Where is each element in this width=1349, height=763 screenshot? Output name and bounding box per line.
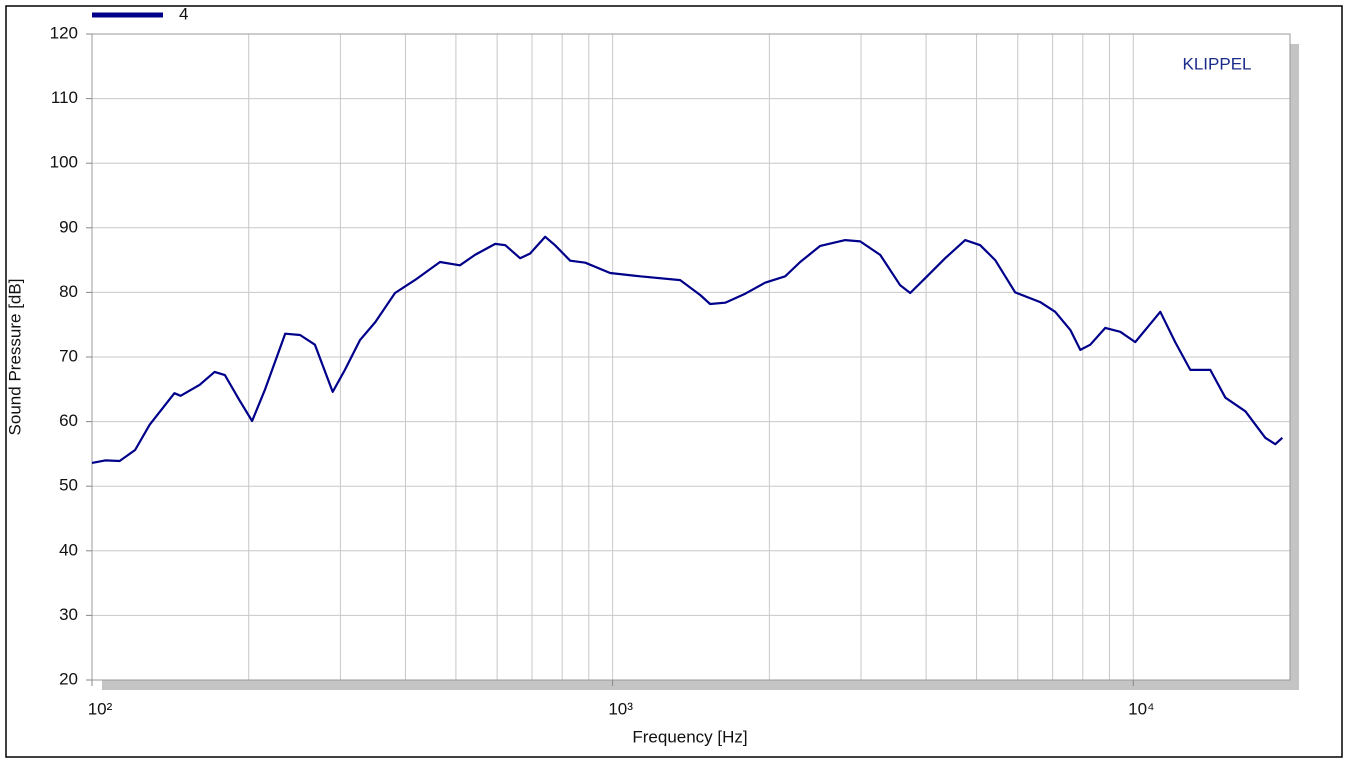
frame bbox=[5, 5, 1343, 758]
y-tick-label: 70 bbox=[59, 346, 78, 365]
y-tick-label: 100 bbox=[50, 153, 78, 172]
plot-shadow bbox=[102, 680, 1299, 690]
y-tick-label: 50 bbox=[59, 476, 78, 495]
plot-shadow bbox=[1290, 44, 1299, 690]
y-tick-label: 30 bbox=[59, 605, 78, 624]
y-tick-label: 110 bbox=[51, 88, 78, 107]
legend-label: 4 bbox=[179, 4, 188, 23]
y-tick-label: 90 bbox=[59, 217, 78, 236]
data-line bbox=[91, 235, 1284, 464]
y-tick-label: 80 bbox=[59, 282, 78, 301]
y-tick-label: 40 bbox=[59, 540, 78, 559]
y-tick-label: 60 bbox=[59, 411, 78, 430]
x-tick-label: 10⁴ bbox=[1128, 699, 1154, 718]
y-tick-label: 120 bbox=[50, 23, 78, 42]
x-tick-label: 10² bbox=[88, 699, 113, 718]
annotation: KLIPPEL bbox=[1183, 54, 1252, 73]
x-tick-label: 10³ bbox=[608, 699, 633, 718]
x-axis-label: Frequency [Hz] bbox=[632, 727, 747, 746]
y-axis-label: Sound Pressure [dB] bbox=[5, 279, 24, 436]
y-tick-label: 20 bbox=[59, 669, 78, 688]
